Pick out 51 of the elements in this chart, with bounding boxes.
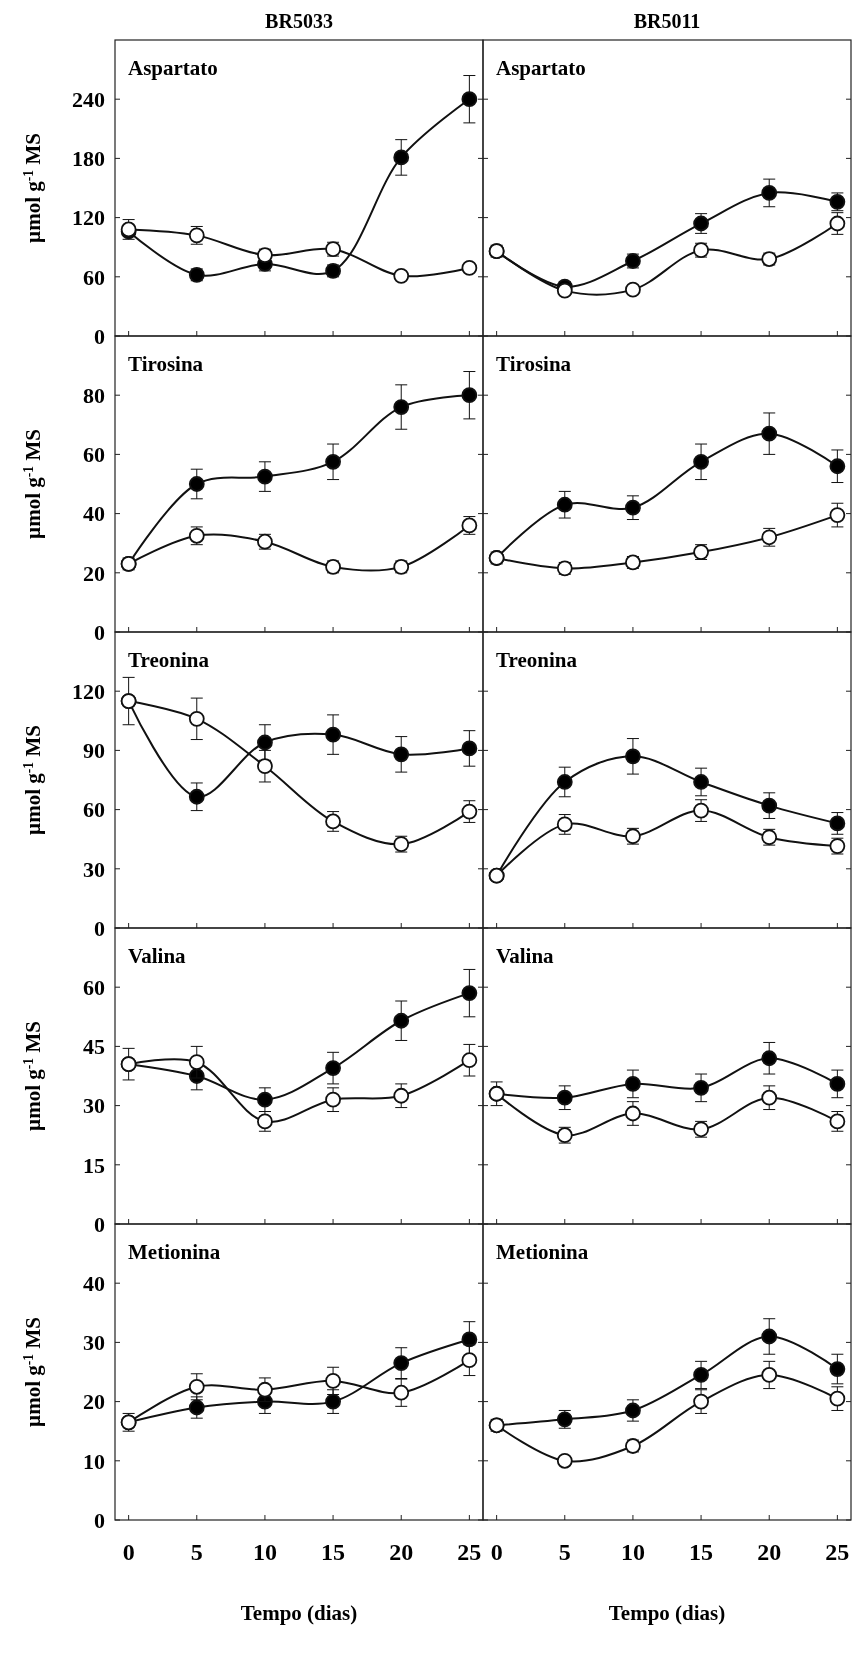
text: Metionina <box>128 1240 221 1264</box>
y-tick-label: 0 <box>94 323 105 349</box>
text: Treonina <box>128 648 210 672</box>
y-tick-label: 120 <box>72 205 105 231</box>
y-tick-label: 180 <box>72 146 105 172</box>
x-tick-label: 20 <box>757 1539 782 1565</box>
y-tick-label: 45 <box>83 1034 105 1060</box>
y-tick-label: 20 <box>83 560 105 586</box>
y-tick-label: 40 <box>83 501 105 527</box>
y-tick-label: 30 <box>83 856 105 882</box>
x-tick-label: 20 <box>389 1539 414 1565</box>
x-axis-title: Tempo (dias) <box>608 1601 726 1625</box>
x-tick-label: 0 <box>490 1539 503 1565</box>
y-tick-label: 60 <box>83 797 105 823</box>
x-tick-label: 5 <box>190 1539 203 1565</box>
y-tick-label: 80 <box>83 382 105 408</box>
y-tick-label: 240 <box>72 86 105 112</box>
y-tick-label: 0 <box>94 1211 105 1237</box>
x-tick-label: 15 <box>689 1539 714 1565</box>
text: Valina <box>496 944 555 968</box>
x-tick-label: 10 <box>620 1539 645 1565</box>
chart-subtitle: BR5011 <box>633 10 701 32</box>
y-tick-label: 30 <box>83 1093 105 1119</box>
text: Aspartato <box>128 56 218 80</box>
y-tick-label: 0 <box>94 1507 105 1533</box>
y-tick-label: 120 <box>72 678 105 704</box>
y-tick-label: 60 <box>83 442 105 468</box>
y-tick-label: 0 <box>94 619 105 645</box>
x-tick-label: 15 <box>321 1539 346 1565</box>
x-tick-label: 25 <box>457 1539 482 1565</box>
x-tick-label: 10 <box>252 1539 277 1565</box>
text: Aspartato <box>496 56 586 80</box>
y-tick-label: 0 <box>94 915 105 941</box>
text: Valina <box>128 944 187 968</box>
x-tick-label: 0 <box>122 1539 135 1565</box>
y-tick-label: 40 <box>83 1270 105 1296</box>
y-tick-label: 20 <box>83 1389 105 1415</box>
text: Treonina <box>496 648 578 672</box>
x-axis-title: Tempo (dias) <box>240 1601 358 1625</box>
y-tick-label: 60 <box>83 974 105 1000</box>
y-tick-label: 30 <box>83 1330 105 1356</box>
x-tick-label: 5 <box>558 1539 571 1565</box>
y-tick-label: 10 <box>83 1448 105 1474</box>
x-tick-label: 25 <box>825 1539 850 1565</box>
y-tick-label: 90 <box>83 738 105 764</box>
chart-subtitle: BR5033 <box>265 10 333 32</box>
y-tick-label: 15 <box>83 1152 105 1178</box>
text: Metionina <box>496 1240 589 1264</box>
text: Tirosina <box>496 352 572 376</box>
text: Tirosina <box>128 352 204 376</box>
y-tick-label: 60 <box>83 264 105 290</box>
